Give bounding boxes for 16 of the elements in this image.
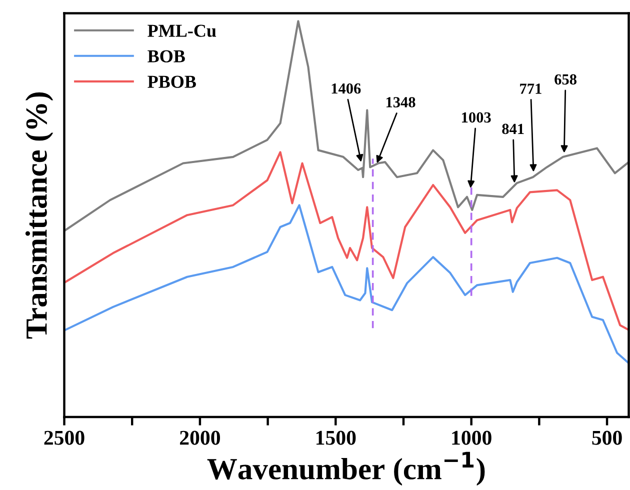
legend-label: PML-Cu [148, 24, 216, 37]
annotation: 1406 [332, 83, 361, 94]
legend-label: PBOB [148, 76, 196, 88]
x-tick-label: 2500 [44, 430, 84, 445]
annotation: 1348 [386, 97, 416, 108]
legend-label: BOB [148, 50, 185, 62]
x-tick-label: 2000 [180, 430, 220, 445]
y-axis-title: Transmittance (%) [25, 92, 54, 339]
x-tick-label: 1000 [452, 430, 492, 445]
annotation: 1003 [462, 112, 491, 123]
annotation: 771 [520, 84, 542, 94]
x-axis-title: Wavenumber (cm$^{−1}$) [207, 452, 485, 486]
x-tick-label: 500 [592, 430, 622, 445]
annotation: 841 [502, 124, 524, 134]
annotation: 658 [554, 74, 576, 85]
x-tick-label: 1500 [316, 430, 356, 445]
